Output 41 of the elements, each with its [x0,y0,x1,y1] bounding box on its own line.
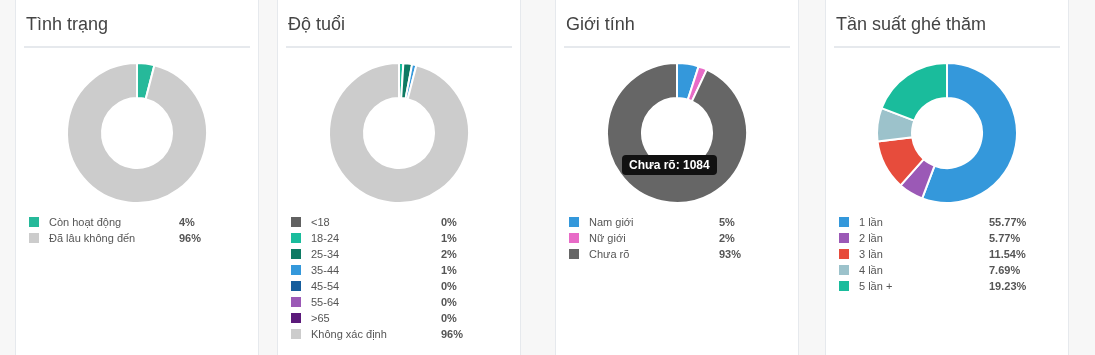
legend-label: Còn hoạt động [49,215,122,230]
chart-title: Độ tuổi [288,14,346,35]
data-label: 4% [179,215,195,230]
data-label: 93% [719,247,742,262]
legend-label: 2 lần [859,231,883,246]
data-label: 1% [441,263,457,278]
data-label: 5% [719,215,735,230]
legend-label: 1 lần [859,215,883,230]
legend-label: 4 lần [859,263,883,278]
data-label: 96% [441,327,464,342]
legend-label: 45-54 [311,279,340,294]
data-label: 11.54% [989,247,1026,262]
text: 0% [441,280,457,292]
legend-label: 5 lần + [859,279,893,294]
text: 0% [441,296,457,308]
data-label: 7.69% [989,263,1021,278]
data-label: 19.23% [989,279,1027,294]
data-label: 2% [719,231,735,246]
legend-label: >65 [311,311,330,326]
chart-title: Giới tính [566,14,635,35]
legend-label: 18-24 [311,231,340,246]
text: Chưa rõ: 1084 [622,155,717,175]
legend-label: 25-34 [311,247,340,262]
legend-label: Chưa rõ [589,247,630,262]
data-label: 1% [441,231,457,246]
legend-label: Không xác định [311,327,387,342]
chart-title: Tần suất ghé thăm [836,14,987,35]
legend-label: 35-44 [311,263,340,278]
text: 0% [441,312,457,324]
chart-title: Tình trạng [26,14,109,35]
legend-label: Nam giới [589,215,634,230]
legend-label: 3 lần [859,247,883,262]
text: 0% [441,216,457,228]
data-label: 5.77% [989,231,1021,246]
legend-label: Nữ giới [589,231,626,246]
data-label: 55.77% [989,215,1027,230]
data-label: 96% [179,231,202,246]
data-label: 2% [441,247,457,262]
legend-label: 55-64 [311,295,340,310]
legend-label: <18 [311,215,330,230]
legend-label: Đã lâu không đến [49,231,136,246]
